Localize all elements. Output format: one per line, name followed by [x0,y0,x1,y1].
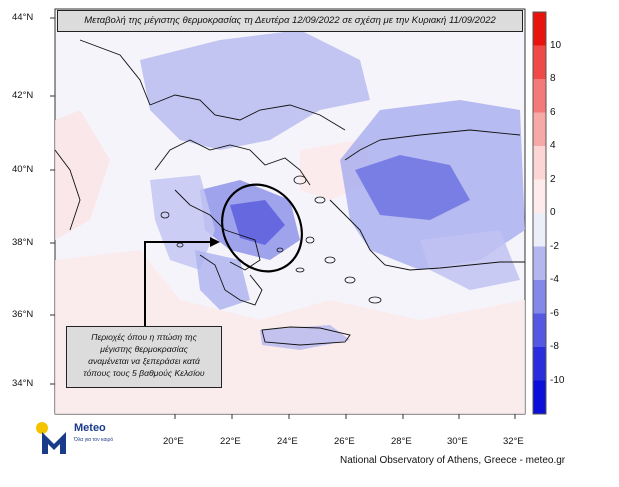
lon-label-22: 22°E [220,436,241,447]
colorbar-label: 0 [550,207,556,218]
colorbar-segment [533,380,546,414]
annotation-arrow-line [144,241,210,326]
lat-label-34: 34°N [12,378,34,389]
annotation-line-2: μέγιστης θερμοκρασίας [100,344,188,354]
colorbar [532,11,547,415]
colorbar-label: 8 [550,73,556,84]
lat-label-38: 38°N [12,237,34,248]
annotation-arrow-head [210,237,220,247]
colorbar-label: 2 [550,173,556,185]
meteo-logo [36,422,66,454]
logo-name: Meteo [74,422,106,434]
cooling-region-western-greece [150,175,215,270]
colorbar-label: -4 [550,274,559,285]
cooling-region-anatolia-core [355,155,470,220]
colorbar-segment [533,179,546,213]
coastlines [54,39,525,346]
colorbar-label: -8 [550,341,559,352]
colorbar-label: 10 [550,39,562,51]
cooling-region-cyprus-coast [420,230,520,290]
colorbar-label: -2 [550,240,559,252]
map-title: Μεταβολή της μέγιστης θερμοκρασίας τη Δε… [57,10,523,32]
cooling-region-balkans [140,30,370,150]
warm-anomaly-region [55,110,110,240]
sun-icon [36,422,48,434]
annotation-box: Περιοχές όπου η πτώση της μέγιστης θερμο… [66,326,222,388]
colorbar-label: 4 [550,140,556,151]
colorbar-frame [532,11,547,415]
annotation-line-1: Περιοχές όπου η πτώση της [91,332,197,342]
colorbar-label: -10 [550,374,565,386]
colorbar-segment [533,79,546,113]
frame-ticks [50,17,516,419]
highlight-ellipse [221,183,303,273]
colorbar-segment [533,313,546,347]
colorbar-segment [533,347,546,381]
lat-label-36: 36°N [12,309,34,320]
colorbar-segment [533,45,546,79]
lon-label-30: 30°E [447,436,468,447]
colorbar-segment [533,12,546,46]
colorbar-segment [533,112,546,146]
lon-label-24: 24°E [277,436,298,447]
colorbar-segment [533,280,546,314]
lat-label-40: 40°N [12,164,34,175]
cooling-region-attica [230,200,285,245]
colorbar-segment [533,246,546,280]
lat-label-44: 44°N [12,12,34,23]
lon-label-26: 26°E [334,436,355,447]
colorbar-segment [533,213,546,247]
colorbar-label: 6 [550,106,556,118]
lat-label-42: 42°N [12,90,34,101]
lon-label-20: 20°E [163,436,184,447]
logo-mark-icon [42,432,66,454]
islands [160,175,382,304]
colorbar-label: -6 [550,307,559,319]
colorbar-segment [533,146,546,180]
annotation-line-4: τόπους τους 5 βαθμούς Κελσίου [83,368,205,378]
lon-label-28: 28°E [391,436,412,447]
logo-tagline: Όλα για τον καιρό [74,437,114,443]
credit-text: National Observatory of Athens, Greece -… [340,455,566,466]
annotation-line-3: αναμένεται να ξεπεράσει κατά [88,356,200,366]
lon-label-32: 32°E [503,436,524,447]
